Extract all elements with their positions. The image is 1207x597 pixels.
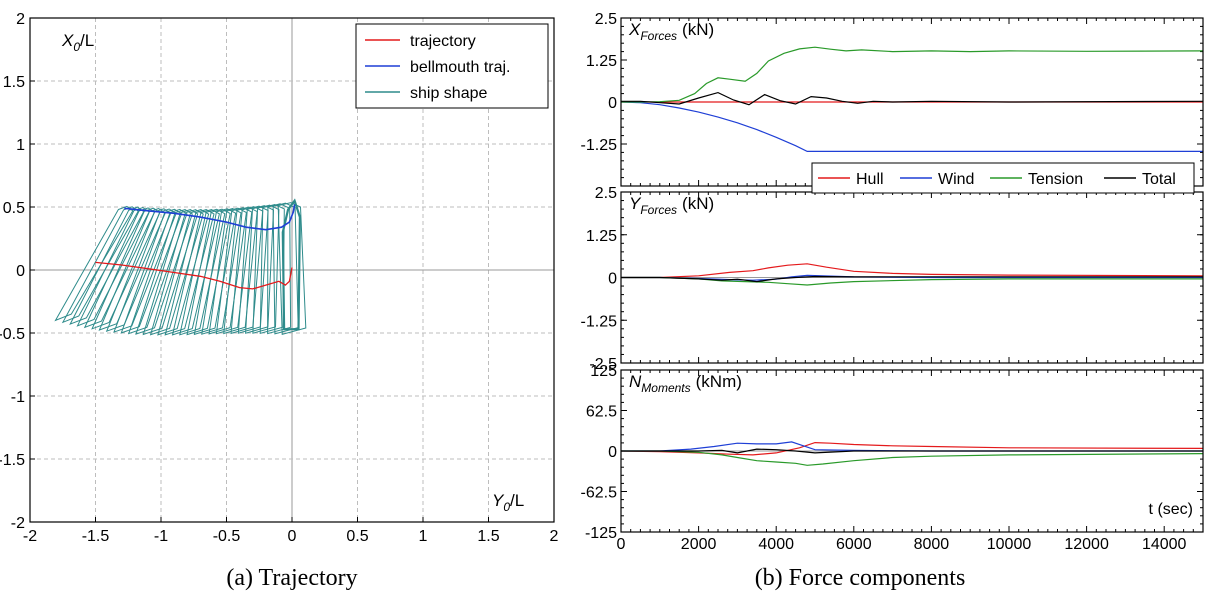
force-panel-title: YForces (kN) [629,194,714,217]
trajectory-plot-frame [29,17,555,523]
force-panel-0: -1.25 0 1.25 2.5 XForces (kN) [581,11,1204,187]
legend-label-bellmouth: bellmouth traj. [410,59,511,76]
force-y-tick-label: -2.5 [589,356,617,373]
ship-shape-outline [272,202,299,335]
ship-shape-outline [267,203,292,335]
trajectory-x-axis-label: Y0/L [492,491,524,514]
trajectory-x-tick-label: -1 [154,528,168,545]
time-tick-label: 0 [617,536,626,553]
ship-shape-final-outline [281,198,302,331]
force-panel-1: -2.5 -1.25 0 1.25 2.5 YForces (kN) [581,185,1204,373]
ship-shape-outline [193,208,237,336]
force-panel-title: NMoments (kNm) [629,372,742,395]
force-y-tick-label: 62.5 [586,404,617,421]
ship-shape-outline [76,206,150,327]
force-series-total-line [621,275,1203,283]
ship-shape-outline [252,204,280,334]
force-series-total-line [621,448,1203,454]
trajectory-x-tick-label: 2 [550,528,559,545]
trajectory-line [95,261,293,290]
legend-label-trajectory: trajectory [410,33,476,50]
trajectory-x-tick-label: 0 [288,528,297,545]
legend-label-total: Total [1142,171,1176,188]
ship-shape-outline [127,208,188,335]
trajectory-y-tick-label: 2 [16,11,25,28]
trajectory-y-axis-label: X0/L [61,31,94,54]
trajectory-x-tick-label: -2 [23,528,37,545]
time-tick-label: 6000 [836,536,872,553]
force-y-tick-label: 0 [608,95,617,112]
ship-shape-outline [186,208,231,336]
trajectory-plot: -2 -1.5 -1 -0.5 0 0.5 1 1.5 2 -2 -1.5 -1 -0.5 0 0.5 1 1.… [0,11,559,591]
ship-shape-outline [208,207,247,335]
ship-shape-outline [223,206,258,335]
trajectory-x-tick-label: -1.5 [82,528,110,545]
force-y-tick-label: 1.25 [586,228,617,245]
force-y-tick-label: 0 [608,444,617,461]
legend-label-hull: Hull [856,171,884,188]
time-tick-label: 12000 [1064,536,1109,553]
caption-b: (b) Force components [755,565,966,591]
force-series-hull-line [621,263,1204,279]
trajectory-ticks: -2 -1.5 -1 -0.5 0 0.5 1 1.5 2 -2 -1.5 -1 -0.5 0 0.5 1 1.… [0,11,559,545]
caption-a: (a) Trajectory [226,565,357,591]
time-tick-label: 8000 [914,536,950,553]
time-tick-label: 4000 [758,536,794,553]
ship-shape-series [54,198,307,336]
trajectory-x-tick-label: 0.5 [346,528,368,545]
force-components-plot: -1.25 0 1.25 2.5 XForces (kN) -2.5 -1.25 0 1.25 2.… [581,11,1204,591]
ship-shape-outline [201,207,242,335]
force-panel-title: XForces (kN) [628,20,714,43]
force-y-tick-label: -1.25 [581,313,618,330]
force-y-tick-label: 2.5 [595,185,617,202]
time-tick-label: 10000 [987,536,1032,553]
ship-shape-outline [83,207,156,329]
time-tick-label: 14000 [1142,536,1187,553]
force-y-tick-label: 0 [608,271,617,288]
force-panel-frame [620,369,1204,533]
force-y-tick-label: 1.25 [586,53,617,70]
force-panel-2: -125 -62.5 0 62.5 125 NMoments (kNm) [581,363,1204,542]
force-y-tick-label: 2.5 [595,11,617,28]
trajectory-y-tick-label: 0 [16,263,25,280]
trajectory-y-tick-label: -1.5 [0,452,25,469]
force-y-tick-label: -62.5 [581,485,618,502]
trajectory-y-tick-label: 0.5 [3,200,25,217]
trajectory-x-tick-label: -0.5 [213,528,241,545]
trajectory-y-tick-label: 1 [16,137,25,154]
force-series-wind-line [620,101,1203,152]
trajectory-x-tick-label: 1.5 [477,528,499,545]
force-y-tick-label: -125 [585,525,617,542]
bellmouth-trajectory-line [124,204,296,231]
trajectory-legend: trajectory bellmouth traj. ship shape [355,23,549,109]
force-y-tick-label: -1.25 [581,137,618,154]
trajectory-x-tick-label: 1 [419,528,428,545]
force-panels: -1.25 0 1.25 2.5 XForces (kN) -2.5 -1.25 0 1.25 2.… [581,11,1204,553]
ship-shape-outline [230,206,264,335]
trajectory-y-tick-label: -0.5 [0,326,25,343]
trajectory-y-tick-label: 1.5 [3,74,25,91]
ship-shape-outline [91,207,161,330]
force-series-tension-line [621,46,1204,103]
legend-label-ship-shape: ship shape [410,85,487,102]
time-tick-label: 2000 [681,536,717,553]
force-legend: Hull Wind Tension Total [811,162,1195,194]
ship-shape-outline [149,209,204,336]
legend-label-wind: Wind [938,171,974,188]
trajectory-y-tick-label: -1 [11,389,25,406]
time-axis-label: t (sec) [1149,501,1193,518]
ship-shape-outline [215,207,253,335]
ship-shape-outline [277,202,307,335]
force-series-tension-line [621,450,1204,466]
force-series-total-line [621,91,1204,106]
ship-shape-outline [157,209,210,336]
trajectory-y-tick-label: -2 [11,515,25,532]
ship-shape-outline [142,209,199,336]
ship-shape-outline [245,205,275,334]
ship-shape-outline [237,205,269,334]
legend-label-tension: Tension [1028,171,1083,188]
force-y-tick-label: 125 [590,363,617,380]
ship-shape-outline [135,209,193,335]
